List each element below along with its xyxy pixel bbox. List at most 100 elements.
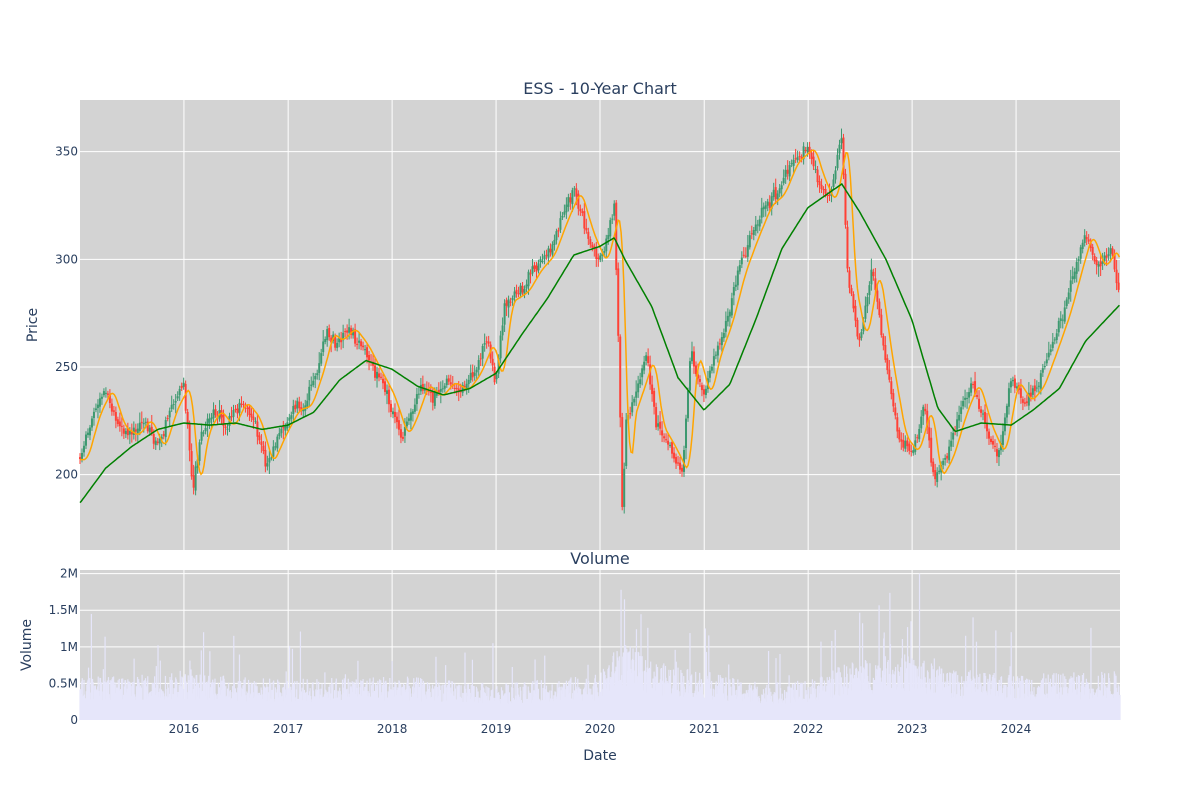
candle-body [385,390,388,394]
candle-body [962,401,965,407]
candle-body [888,369,891,380]
candle-body [942,460,945,465]
candle-body [766,201,769,206]
candle-body [525,284,528,289]
candle-body [641,368,644,378]
candle-body [346,330,349,333]
candle-body [362,345,365,348]
candle-body [635,391,638,398]
candle-body [1109,248,1112,254]
candle-body [312,380,315,386]
candle-body [1037,385,1040,387]
candle-body [282,426,285,429]
volume-bar [644,660,647,720]
candle-body [591,244,594,248]
volume-bar [382,677,385,720]
candle-body [720,337,723,346]
candle-body [1049,349,1052,352]
candle-body [740,257,743,265]
candle-body [194,466,197,491]
candle-body [405,421,408,427]
candle-body [407,418,410,421]
candle-body [222,415,225,427]
volume-bar [558,681,560,720]
candle-body [1027,392,1030,406]
candle-body [521,285,524,293]
candle-body [651,384,654,395]
candle-body [922,406,925,417]
candle-body [595,247,598,260]
candle-body [968,392,971,398]
price-axis-label: Price [25,308,41,342]
candle-body [1009,381,1012,388]
volume-bar [965,635,967,720]
candle-body [836,154,839,169]
x-tick-label: 2021 [689,722,720,736]
candle-body [1001,431,1004,445]
candle-body [653,390,656,407]
candle-body [585,227,588,231]
candle-body [158,438,161,444]
candle-body [170,404,173,410]
candle-body [688,361,691,391]
candle-body [236,408,239,414]
volume-bar [910,621,912,720]
candle-body [643,361,646,371]
candle-body [423,389,426,391]
candle-body [1019,388,1022,398]
candle-body [1075,261,1078,274]
candle-body [535,265,538,272]
candle-body [1005,405,1008,418]
candle-body [780,185,783,190]
candle-body [150,426,153,434]
candle-body [1025,401,1028,404]
volume-bar [831,640,833,720]
candle-body [613,203,616,216]
candle-body [1071,276,1074,280]
volume-bar [951,673,954,720]
candle-body [473,372,476,376]
candle-body [156,441,159,444]
candle-body [503,303,506,325]
candle-body [417,393,420,395]
chart-title: ESS - 10-Year Chart [523,79,677,98]
candle-body [605,238,608,252]
candle-body [718,343,721,345]
candle-body [882,335,885,346]
candle-body [300,407,303,411]
candle-body [527,271,530,287]
candle-body [368,355,371,361]
candle-body [966,397,969,399]
candle-body [972,384,975,386]
volume-bar [344,674,347,720]
candle-body [577,193,580,209]
x-tick-label: 2022 [793,722,824,736]
candle-body [567,197,570,207]
candle-body [1029,392,1032,397]
candle-body [166,418,169,420]
candle-body [475,369,478,373]
candle-body [280,428,283,434]
candle-body [850,288,853,294]
candle-body [302,409,305,412]
candle-body [728,311,731,317]
candle-body [760,207,763,218]
candle-body [708,370,711,378]
candle-body [607,234,610,239]
candle-body [938,470,941,473]
candle-body [738,265,741,272]
volume-bar [861,623,864,720]
candle-body [182,382,185,387]
candle-body [477,360,480,370]
candle-body [164,420,167,438]
candle-body [296,400,299,409]
volume-bar [954,672,956,720]
candle-body [770,196,773,209]
candle-body [639,379,642,385]
candle-body [1099,261,1102,267]
candle-body [698,378,701,382]
candle-body [445,378,448,386]
candle-body [144,421,147,423]
candle-body [669,444,672,446]
